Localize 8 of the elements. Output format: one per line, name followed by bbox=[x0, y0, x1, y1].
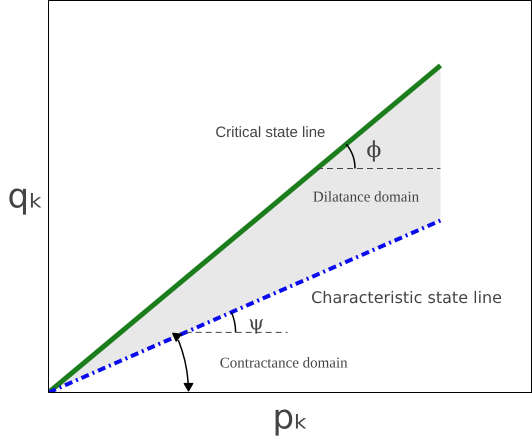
y-axis-title: qₖ bbox=[7, 176, 44, 216]
x-axis-title: pₖ bbox=[272, 398, 309, 438]
annotation: Characteristic state line bbox=[311, 288, 502, 308]
annotation: Dilatance domain bbox=[312, 190, 420, 206]
annotation: ϕ bbox=[366, 138, 382, 164]
annotation: Contractance domain bbox=[220, 355, 348, 372]
annotation: ψ bbox=[248, 310, 264, 335]
annotation: Critical state line bbox=[215, 124, 326, 142]
